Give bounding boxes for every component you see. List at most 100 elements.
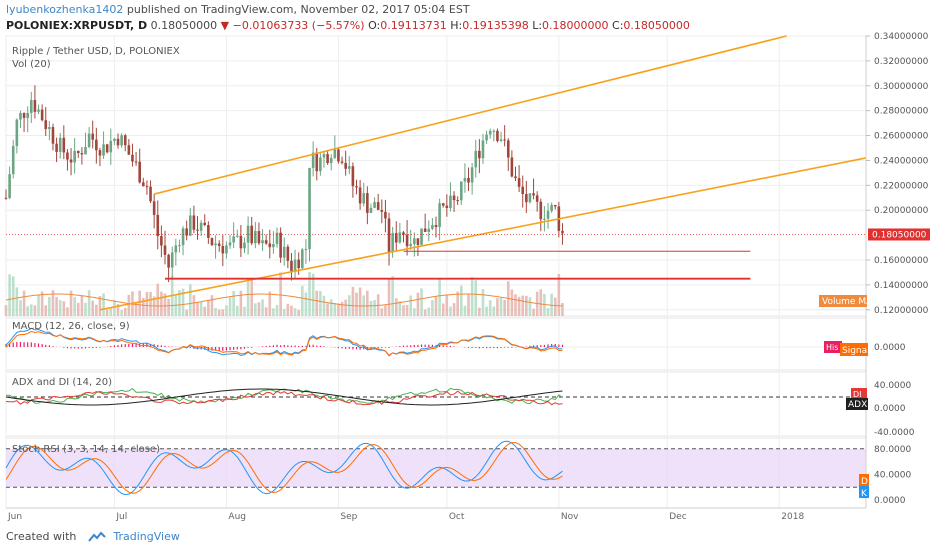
volume-bar: [496, 298, 499, 316]
price-tick-label: 0.20000000: [874, 206, 929, 216]
volume-bar: [156, 283, 160, 316]
close-value: 0.18050000: [623, 19, 690, 32]
stoch-d-line: [5, 442, 563, 494]
candle-body: [116, 138, 120, 146]
volume-bar: [326, 303, 329, 316]
candle-body: [521, 186, 525, 195]
volume-bar: [358, 287, 362, 316]
candle-body: [142, 182, 145, 187]
candle-body: [174, 245, 178, 253]
candle-body: [514, 176, 517, 179]
price-tick-label: 0.24000000: [874, 156, 929, 166]
candle-body: [156, 214, 160, 237]
volume-bar: [525, 295, 528, 316]
candle-body: [15, 119, 19, 146]
candle-body: [8, 174, 11, 198]
x-tick-label: Dec: [669, 512, 686, 522]
volume-bar: [37, 294, 40, 316]
volume-bar: [366, 290, 369, 316]
candle-body: [478, 150, 481, 159]
pane-frame-main: [5, 35, 867, 317]
candle-body: [441, 203, 445, 206]
candle-body: [347, 166, 351, 169]
trend-lines[interactable]: [6, 35, 867, 311]
volume-bar: [203, 306, 207, 316]
high-label: H:: [450, 19, 463, 32]
price-tick-label: 0.14000000: [874, 281, 929, 291]
candle-body: [463, 177, 467, 182]
adx-tick-label: 0.0000: [874, 404, 906, 414]
adx-tag: ADX: [848, 400, 867, 410]
candle-body: [109, 140, 113, 153]
volume-bar: [239, 290, 243, 316]
candle-body: [315, 152, 319, 172]
candle-body: [438, 203, 441, 227]
candle-body: [376, 202, 380, 210]
price-tick-label: 0.16000000: [874, 256, 929, 266]
candle-body: [416, 238, 420, 245]
macd-tick-label: 0.0000: [874, 343, 906, 353]
volume-bar: [58, 300, 62, 316]
footer: Created with TradingView: [6, 530, 180, 548]
adx-tick-label: 40.0000: [874, 381, 911, 391]
candle-body: [369, 207, 373, 213]
stoch-pane-title: Stoch RSI (3, 3, 14, 14, close): [12, 444, 160, 455]
volume-bar: [459, 285, 463, 316]
volume-bar: [322, 295, 326, 316]
indicator-panes: [5, 327, 866, 496]
candle-body: [459, 181, 463, 201]
volume-bar: [394, 298, 398, 316]
volume-bar: [120, 309, 123, 316]
volume-bar: [250, 277, 254, 316]
candle-body: [120, 135, 123, 146]
candle-body: [272, 244, 275, 248]
candle-body: [535, 195, 539, 202]
volume-bar: [192, 295, 196, 316]
volume-bar: [492, 306, 496, 316]
x-tick-label: Jul: [115, 512, 127, 522]
candle-body: [282, 246, 286, 258]
volume-bar: [463, 305, 467, 316]
candle-body: [297, 259, 300, 269]
volume-bar: [445, 294, 449, 316]
volume-bar: [279, 272, 282, 316]
volume-bar: [138, 290, 141, 316]
volume-ma-tag-bg: [819, 295, 867, 307]
candle-body: [105, 144, 109, 153]
candle-body: [26, 112, 29, 118]
adx-pane-title: ADX and DI (14, 20): [12, 377, 112, 388]
stoch-d-tag-bg: [859, 474, 869, 486]
author-link[interactable]: lyubenkozhenka1402: [6, 3, 124, 16]
candle-body: [98, 150, 102, 156]
volume-bar: [44, 305, 48, 316]
main-pane-title: Ripple / Tether USD, D, POLONIEX: [12, 46, 180, 57]
candle-body: [485, 134, 488, 141]
volume-bar: [293, 308, 297, 316]
candle-body: [84, 147, 87, 155]
candle-body: [246, 225, 250, 243]
candle-body: [474, 150, 478, 168]
chart-canvas[interactable]: Jun Jul Aug Sep Oct Nov Dec 2018 0.34000000 0.320…: [0, 0, 932, 528]
volume-bar: [33, 305, 37, 316]
volume-bar: [438, 278, 441, 316]
publish-line: lyubenkozhenka1402 published on TradingV…: [6, 3, 470, 16]
candle-body: [470, 167, 474, 183]
volume-bar: [423, 309, 427, 316]
volume-bar: [196, 302, 199, 316]
candle-body: [337, 149, 340, 162]
volume-ma-line: [5, 293, 563, 307]
candle-body: [203, 222, 207, 226]
candle-body: [207, 225, 210, 238]
volume-bar: [546, 308, 550, 316]
volume-bar: [181, 288, 185, 316]
volume-bar: [95, 304, 98, 316]
signal-tag: Signal: [842, 346, 870, 356]
volume-bar: [539, 289, 543, 316]
candle-body: [37, 109, 40, 112]
volume-bar: [369, 300, 373, 316]
candle-body: [185, 228, 188, 236]
candle-body: [228, 242, 232, 246]
candle-body: [290, 260, 293, 272]
tradingview-brand-link[interactable]: TradingView: [113, 530, 180, 543]
volume-bar: [380, 308, 384, 316]
